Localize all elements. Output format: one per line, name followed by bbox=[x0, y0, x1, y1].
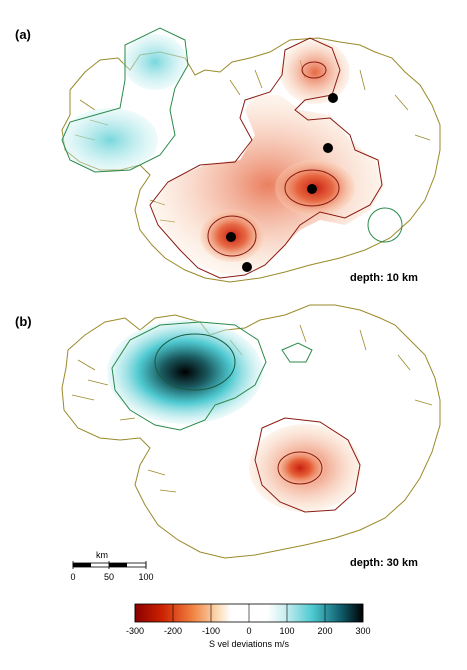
contour-slow-a bbox=[149, 37, 383, 279]
colorbar: -300 -200 -100 0 100 200 300 S vel deviations … bbox=[126, 603, 371, 649]
scale-tick-label: 100 bbox=[138, 572, 153, 582]
contour-fast-b bbox=[111, 321, 267, 431]
contour-fast-west-a bbox=[61, 27, 189, 173]
station-dot bbox=[328, 93, 338, 103]
colorbar-tick-label: 100 bbox=[279, 626, 294, 636]
contour-inner-slow-b bbox=[277, 451, 323, 485]
colorbar-tick-label: 200 bbox=[317, 626, 332, 636]
station-dot bbox=[242, 262, 252, 272]
panel-a-map bbox=[61, 27, 441, 283]
contour-inner-south-a bbox=[207, 215, 257, 257]
colorbar-tick-label: 0 bbox=[246, 626, 251, 636]
contour-inner-north-a bbox=[301, 61, 327, 79]
station-dot bbox=[307, 184, 317, 194]
panel-a-depth-label: depth: 10 km bbox=[350, 272, 418, 284]
panel-b-depth-label: depth: 30 km bbox=[350, 557, 418, 569]
station-dot bbox=[323, 143, 333, 153]
contour-small-fast-b bbox=[281, 342, 313, 363]
contour-southeast-a bbox=[367, 207, 403, 243]
colorbar-tick-label: -200 bbox=[164, 626, 182, 636]
slow-anomaly-north-a bbox=[280, 40, 350, 104]
contour-inner-fast-b bbox=[154, 333, 236, 391]
colorbar-tick-label: 300 bbox=[355, 626, 370, 636]
panel-a-label: (a) bbox=[15, 27, 31, 42]
colorbar-tick-label: -100 bbox=[202, 626, 220, 636]
iceland-coastline-a bbox=[61, 37, 441, 283]
scale-tick-label: 0 bbox=[70, 572, 75, 582]
fast-anomaly-northwest-a bbox=[123, 34, 187, 90]
scale-unit-label: km bbox=[96, 550, 108, 560]
fast-anomaly-west-a bbox=[62, 108, 158, 172]
fast-anomaly-northwest-b bbox=[107, 320, 263, 424]
scale-bar: km 0 50 100 bbox=[70, 550, 153, 582]
iceland-coastline-b bbox=[61, 304, 441, 559]
station-dot bbox=[226, 232, 236, 242]
colorbar-title: S vel deviations m/s bbox=[209, 639, 290, 649]
contour-inner-center-a bbox=[284, 169, 340, 207]
panel-b-label: (b) bbox=[15, 314, 32, 329]
panel-b-map bbox=[61, 304, 441, 559]
contour-slow-b bbox=[254, 417, 361, 513]
scale-tick-label: 50 bbox=[104, 572, 114, 582]
slow-anomaly-core-b bbox=[276, 450, 324, 486]
colorbar-tick-label: -300 bbox=[126, 626, 144, 636]
